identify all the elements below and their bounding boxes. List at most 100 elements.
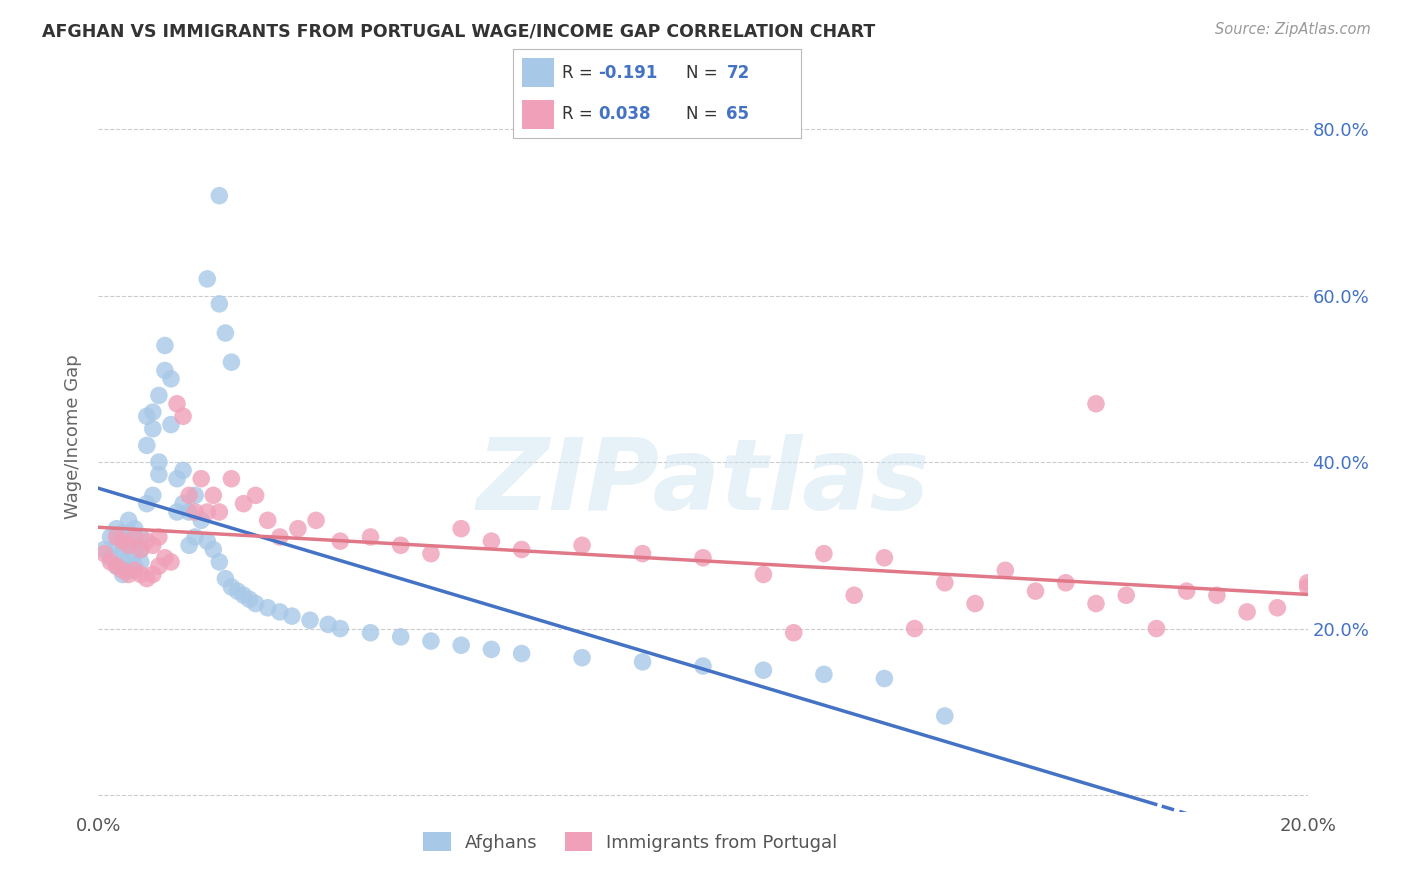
Point xyxy=(184,505,207,519)
Point xyxy=(166,397,188,411)
Point xyxy=(208,505,231,519)
Point xyxy=(420,634,443,648)
Text: ZIPatlas: ZIPatlas xyxy=(477,434,929,531)
Point xyxy=(1236,605,1258,619)
Point xyxy=(172,409,194,424)
Point xyxy=(752,663,775,677)
Point xyxy=(481,642,503,657)
Point xyxy=(202,488,225,502)
Point xyxy=(692,659,714,673)
Point xyxy=(692,550,714,565)
Point xyxy=(195,505,218,519)
Text: AFGHAN VS IMMIGRANTS FROM PORTUGAL WAGE/INCOME GAP CORRELATION CHART: AFGHAN VS IMMIGRANTS FROM PORTUGAL WAGE/… xyxy=(42,22,876,40)
Y-axis label: Wage/Income Gap: Wage/Income Gap xyxy=(65,355,83,519)
Text: 72: 72 xyxy=(727,64,749,82)
Point xyxy=(256,600,278,615)
Point xyxy=(190,472,212,486)
Legend: Afghans, Immigrants from Portugal: Afghans, Immigrants from Portugal xyxy=(416,825,845,859)
Text: -0.191: -0.191 xyxy=(598,64,658,82)
Point xyxy=(1085,597,1108,611)
Point xyxy=(190,513,212,527)
Point xyxy=(239,592,262,607)
Point xyxy=(148,455,170,469)
Point xyxy=(148,388,170,402)
Point xyxy=(160,555,183,569)
Point xyxy=(934,709,956,723)
Point xyxy=(450,638,472,652)
Point xyxy=(226,584,249,599)
Point xyxy=(389,538,412,552)
Point xyxy=(124,547,146,561)
Point xyxy=(166,505,188,519)
Point xyxy=(118,563,141,577)
Text: Source: ZipAtlas.com: Source: ZipAtlas.com xyxy=(1215,22,1371,37)
Point xyxy=(481,534,503,549)
Point xyxy=(208,297,231,311)
Point xyxy=(360,530,382,544)
Point xyxy=(221,580,243,594)
Point xyxy=(135,438,157,452)
Point xyxy=(752,567,775,582)
Point xyxy=(214,572,236,586)
Point xyxy=(129,555,152,569)
Point xyxy=(93,542,115,557)
Point xyxy=(1206,588,1229,602)
Point xyxy=(232,497,254,511)
Point xyxy=(221,472,243,486)
Point xyxy=(1024,584,1046,599)
Point xyxy=(135,572,157,586)
Point xyxy=(1144,622,1167,636)
Point xyxy=(148,559,170,574)
Point xyxy=(195,534,218,549)
Point xyxy=(100,550,122,565)
Point xyxy=(129,542,152,557)
Point xyxy=(179,538,201,552)
Point xyxy=(631,655,654,669)
Point xyxy=(299,613,322,627)
Point xyxy=(118,513,141,527)
Text: N =: N = xyxy=(686,64,723,82)
Point xyxy=(166,472,188,486)
Point xyxy=(389,630,412,644)
Point xyxy=(873,550,896,565)
Point xyxy=(93,547,115,561)
Point xyxy=(208,188,231,202)
Point xyxy=(118,538,141,552)
Point xyxy=(450,522,472,536)
Point xyxy=(129,567,152,582)
Point xyxy=(118,567,141,582)
Point xyxy=(1175,584,1198,599)
Point xyxy=(100,530,122,544)
Point xyxy=(783,625,806,640)
Point xyxy=(214,326,236,340)
Point xyxy=(160,372,183,386)
Point xyxy=(208,555,231,569)
Point xyxy=(172,463,194,477)
Point xyxy=(100,555,122,569)
Point xyxy=(111,555,134,569)
Point xyxy=(105,559,128,574)
Point xyxy=(1296,575,1319,590)
Point xyxy=(965,597,987,611)
Point xyxy=(111,567,134,582)
Point xyxy=(360,625,382,640)
Point xyxy=(118,550,141,565)
Point xyxy=(1115,588,1137,602)
Point xyxy=(287,522,309,536)
Bar xyxy=(522,58,554,87)
Point xyxy=(873,672,896,686)
Point xyxy=(135,409,157,424)
Point xyxy=(232,588,254,602)
Point xyxy=(316,617,339,632)
Text: R =: R = xyxy=(562,64,598,82)
Point xyxy=(142,488,165,502)
Point xyxy=(813,667,835,681)
Point xyxy=(142,405,165,419)
Point xyxy=(195,272,218,286)
Text: R =: R = xyxy=(562,104,598,123)
Point xyxy=(148,530,170,544)
Bar xyxy=(522,100,554,129)
Point xyxy=(111,534,134,549)
Point xyxy=(118,525,141,540)
Point xyxy=(184,488,207,502)
